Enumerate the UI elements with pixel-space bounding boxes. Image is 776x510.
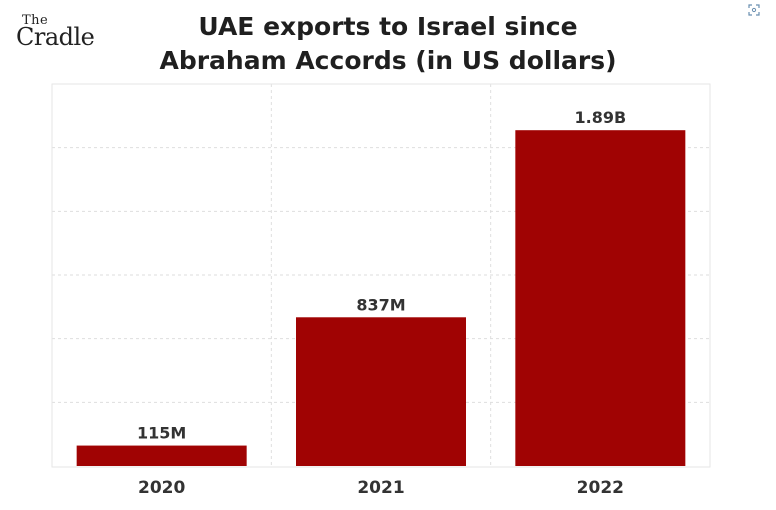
data-label-2022: 1.89B: [574, 108, 626, 127]
chart-title-line-1: UAE exports to Israel since: [198, 12, 578, 41]
x-tick-label-2020: 2020: [138, 478, 185, 498]
bar-2022: [515, 130, 686, 466]
chart-title: UAE exports to Israel since Abraham Acco…: [100, 10, 676, 78]
chart-title-line-2: Abraham Accords (in US dollars): [159, 46, 617, 75]
x-tick-label-2021: 2021: [357, 478, 404, 498]
logo-top-text: The: [22, 13, 49, 28]
plot-frame: [51, 83, 711, 468]
label-layer: 115M 2020 837M 2021 1.89B 2022: [137, 108, 626, 498]
bar-layer: [76, 130, 686, 466]
expand-icon[interactable]: [748, 4, 760, 16]
x-tick-label-2022: 2022: [577, 478, 624, 498]
bar-2020: [76, 445, 247, 466]
brand-logo: The Cradle: [16, 13, 95, 51]
data-label-2021: 837M: [356, 295, 405, 314]
bar-2021: [296, 317, 466, 466]
logo-bottom-text: Cradle: [16, 23, 95, 51]
data-label-2020: 115M: [137, 424, 186, 443]
